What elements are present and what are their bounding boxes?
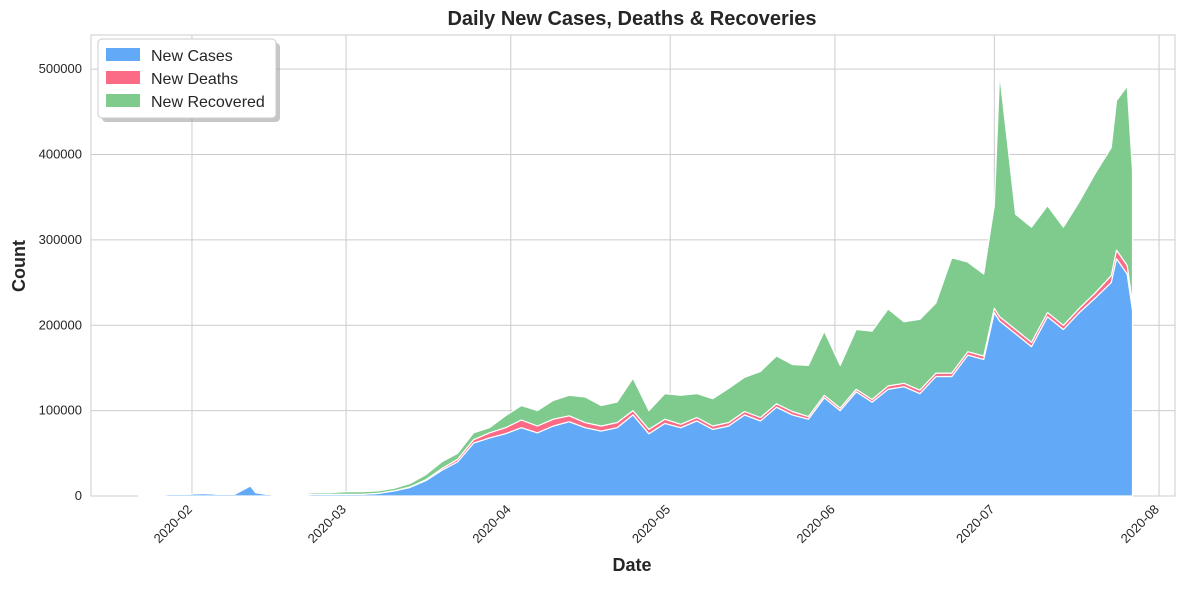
y-axis-label: Count (9, 240, 29, 292)
chart-title: Daily New Cases, Deaths & Recoveries (447, 8, 816, 30)
y-tick-label: 300000 (39, 232, 82, 247)
y-tick-label: 0 (75, 488, 82, 503)
x-tick-label: 2020-08 (1118, 502, 1162, 546)
legend-box (97, 38, 277, 119)
x-axis-label: Date (612, 555, 651, 575)
area-new-recovered (138, 72, 1134, 497)
x-tick-label: 2020-05 (629, 502, 673, 546)
x-tick-label: 2020-07 (953, 502, 997, 546)
x-tick-label: 2020-04 (469, 502, 513, 546)
legend-swatch-new-recovered (106, 94, 140, 107)
y-tick-label: 500000 (39, 61, 82, 76)
y-tick-label: 400000 (39, 147, 82, 162)
x-tick-label: 2020-06 (794, 502, 838, 546)
x-tick-label: 2020-03 (305, 502, 349, 546)
legend: New Cases New Deaths New Recovered (97, 38, 280, 122)
legend-label-new-recovered: New Recovered (151, 94, 265, 111)
y-tick-label: 100000 (39, 403, 82, 418)
x-tick-label: 2020-02 (151, 502, 195, 546)
legend-swatch-new-deaths (106, 71, 140, 84)
area-series (138, 72, 1134, 497)
legend-label-new-deaths: New Deaths (151, 71, 238, 88)
y-tick-label: 200000 (39, 317, 82, 332)
legend-label-new-cases: New Cases (151, 48, 233, 65)
legend-swatch-new-cases (106, 48, 140, 61)
